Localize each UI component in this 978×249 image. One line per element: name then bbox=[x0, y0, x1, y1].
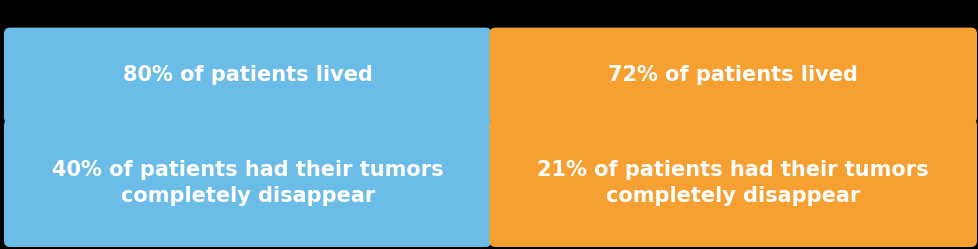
FancyBboxPatch shape bbox=[489, 119, 976, 247]
Text: 72% of patients lived: 72% of patients lived bbox=[607, 65, 858, 85]
Text: 21% of patients had their tumors
completely disappear: 21% of patients had their tumors complet… bbox=[537, 160, 928, 206]
FancyBboxPatch shape bbox=[4, 119, 491, 247]
Text: 40% of patients had their tumors
completely disappear: 40% of patients had their tumors complet… bbox=[52, 160, 443, 206]
Text: 80% of patients lived: 80% of patients lived bbox=[122, 65, 373, 85]
FancyBboxPatch shape bbox=[489, 28, 976, 123]
FancyBboxPatch shape bbox=[4, 28, 491, 123]
